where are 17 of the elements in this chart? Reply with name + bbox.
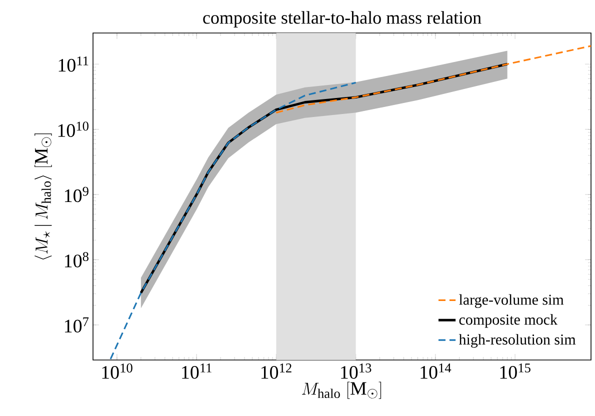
legend-label: composite mock bbox=[459, 314, 558, 328]
y-tick-label: 10$^{10}$ bbox=[58, 122, 88, 137]
y-tick-label: 10$^{11}$ bbox=[58, 56, 88, 72]
x-tick-label: 10$^{12}$ bbox=[261, 364, 292, 379]
y-tick-label: 10$^{7}$ bbox=[64, 317, 89, 333]
x-tick-label: 10$^{15}$ bbox=[500, 364, 530, 379]
y-tick-label: 10$^{8}$ bbox=[64, 252, 88, 268]
chart-title: composite stellar-to-halo mass relation bbox=[203, 11, 482, 28]
y-axis-title: $\langle M_\star \,|\, M_{\rm halo}\rangle\ [\mathrm{M}_\odot]$ bbox=[34, 134, 52, 260]
legend-label: high-resolution sim bbox=[458, 334, 576, 348]
legend-label: large-volume sim bbox=[459, 294, 564, 308]
x-tick-label: 10$^{10}$ bbox=[102, 364, 132, 379]
y-tick-label: 10$^{9}$ bbox=[64, 186, 88, 202]
x-tick-label: 10$^{11}$ bbox=[182, 364, 212, 379]
x-tick-label: 10$^{13}$ bbox=[341, 364, 372, 379]
x-tick-label: 10$^{14}$ bbox=[420, 364, 452, 379]
x-axis-title: $M_{\rm halo}\ [\mathrm{M}_\odot]$ bbox=[302, 382, 382, 399]
